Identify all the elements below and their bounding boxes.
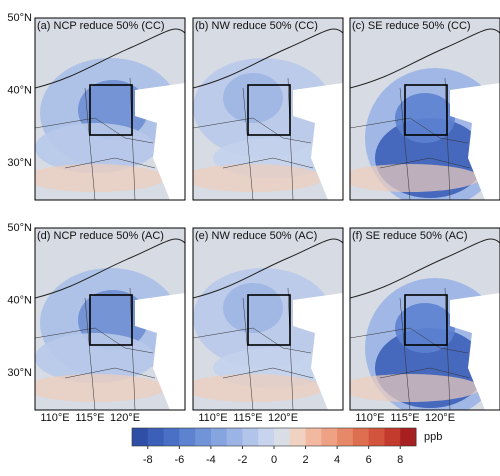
region-box: [247, 84, 291, 136]
map-panel: [35, 228, 185, 410]
colorbar-bin: [352, 428, 370, 446]
region-box: [89, 294, 133, 346]
panel-title: (a) NCP reduce 50% (CC): [37, 20, 165, 32]
lat-label: 50°N: [7, 12, 32, 24]
positive-area: [35, 374, 165, 402]
lon-label: 110°E: [355, 412, 384, 424]
border: [35, 238, 185, 299]
sea: [450, 83, 500, 200]
panel-frame: [34, 227, 186, 411]
map-panel: [193, 18, 343, 200]
lon-label: 115°E: [233, 412, 262, 424]
map-panel: [350, 18, 500, 200]
lon-label: 110°E: [198, 412, 227, 424]
sea: [135, 83, 185, 200]
panel-frame: [192, 17, 344, 201]
region-box: [404, 84, 448, 136]
panel-frame: [349, 227, 500, 411]
lon-label: 110°E: [40, 412, 69, 424]
sea: [450, 293, 500, 410]
lat-label: 30°N: [7, 367, 32, 379]
colorbar-tick-label: 2: [302, 454, 308, 466]
colorbar-bin: [258, 428, 275, 446]
border: [350, 28, 500, 89]
border: [193, 28, 343, 89]
border: [350, 238, 500, 299]
concentration-area: [223, 73, 283, 123]
region-box: [404, 294, 448, 346]
colorbar-bin: [163, 428, 180, 446]
province-lines: [35, 287, 156, 410]
lat-label: 50°N: [7, 222, 32, 234]
sea: [135, 293, 185, 410]
panel-frame: [349, 17, 500, 201]
colorbar-bin: [384, 428, 401, 446]
lon-label: 115°E: [390, 412, 419, 424]
colorbar-bin: [242, 428, 259, 446]
colorbar-tick-label: 4: [334, 454, 340, 466]
colorbar-bin: [195, 428, 212, 446]
colorbar-tick-label: -8: [143, 454, 153, 466]
province-lines: [193, 287, 314, 410]
colorbar-tick-label: -2: [238, 454, 248, 466]
colorbar-bin: [400, 428, 417, 446]
province-lines: [35, 77, 156, 200]
colorbar-tick-label: -4: [206, 454, 216, 466]
colorbar-bin: [179, 428, 196, 446]
lon-label: 120°E: [425, 412, 455, 424]
positive-area: [193, 164, 323, 192]
positive-area: [350, 164, 480, 192]
colorbar-bin: [274, 428, 291, 446]
map-panel: [193, 228, 343, 410]
colorbar-unit: ppb: [424, 431, 442, 443]
region-box: [247, 294, 291, 346]
colorbar-bin: [210, 428, 228, 446]
colorbar-bin: [337, 428, 354, 446]
map-panel: [350, 228, 500, 410]
colorbar-bin: [147, 428, 165, 446]
colorbar-tick-label: 8: [397, 454, 403, 466]
lon-label: 120°E: [268, 412, 298, 424]
colorbar-bin: [289, 428, 307, 446]
colorbar-tick-label: 6: [366, 454, 372, 466]
province-lines: [350, 77, 471, 200]
panel-frame: [192, 227, 344, 411]
lon-label: 120°E: [110, 412, 140, 424]
panel-title: (c) SE reduce 50% (CC): [352, 20, 471, 32]
panel-title: (f) SE reduce 50% (AC): [352, 230, 468, 242]
region-box: [89, 84, 133, 136]
lat-label: 30°N: [7, 157, 32, 169]
colorbar-tick-label: -6: [174, 454, 184, 466]
border: [35, 28, 185, 89]
sea: [293, 83, 343, 200]
colorbar-bin: [321, 428, 338, 446]
panel-title: (b) NW reduce 50% (CC): [195, 20, 318, 32]
lat-label: 40°N: [7, 84, 32, 96]
colorbar-tick-label: 0: [271, 454, 277, 466]
concentration-area: [223, 283, 283, 333]
lat-label: 40°N: [7, 294, 32, 306]
province-lines: [350, 287, 471, 410]
concentration-area: [395, 93, 455, 143]
colorbar-bin: [368, 428, 385, 446]
border: [193, 238, 343, 299]
lon-label: 115°E: [75, 412, 104, 424]
positive-area: [35, 164, 165, 192]
sea: [293, 293, 343, 410]
panel-title: (e) NW reduce 50% (AC): [195, 230, 317, 242]
colorbar-bin: [305, 428, 322, 446]
province-lines: [193, 77, 314, 200]
colorbar-bin: [132, 428, 149, 446]
concentration-area: [395, 303, 455, 353]
panel-title: (d) NCP reduce 50% (AC): [37, 230, 164, 242]
panel-frame: [34, 17, 186, 201]
positive-area: [193, 374, 323, 402]
map-panel: [35, 18, 185, 200]
positive-area: [350, 374, 480, 402]
colorbar-bin: [226, 428, 243, 446]
